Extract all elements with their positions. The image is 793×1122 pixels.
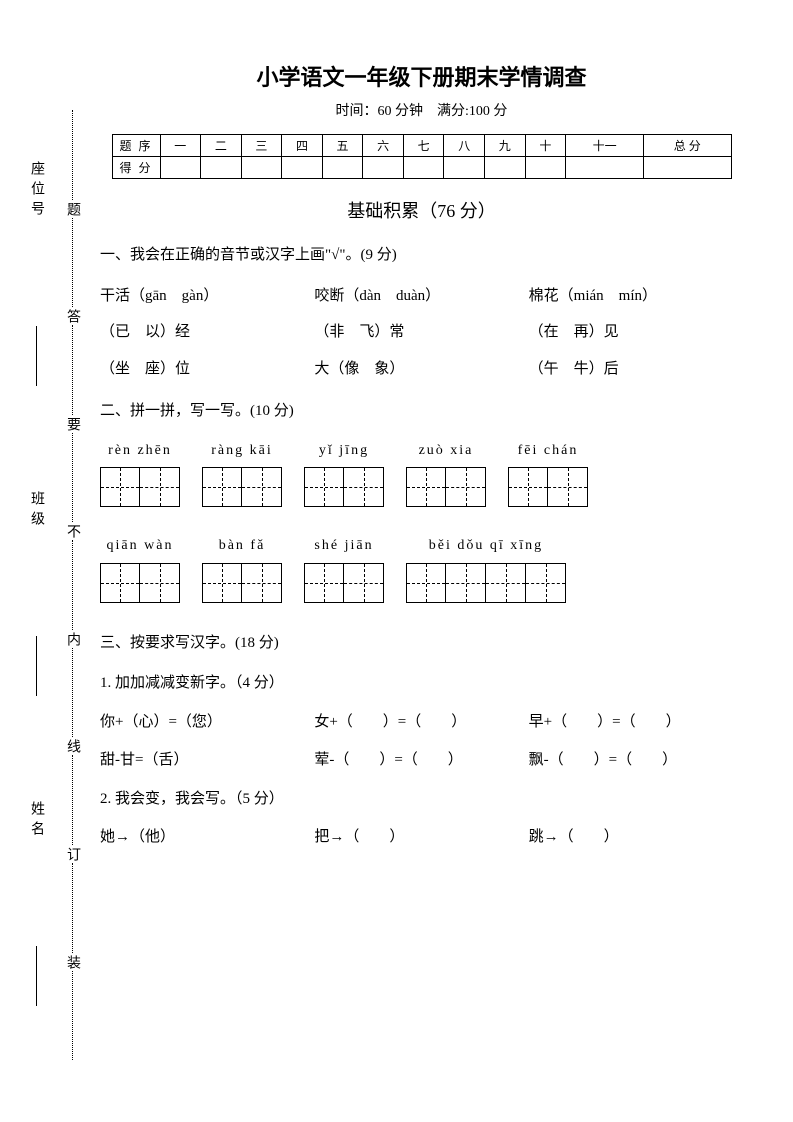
q3-arrow: 跳→（ ） <box>529 823 743 852</box>
margin-label-name: 姓名 <box>26 801 46 841</box>
q1-item: 干活（gān gàn） <box>100 282 314 311</box>
margin-underline <box>36 946 37 1006</box>
dotted-fold-line: 题 答 要 不 内 线 订 装 <box>54 110 90 1060</box>
pinyin-block: yǐ jīng <box>304 438 384 508</box>
pinyin-block: běi dǒu qī xīng <box>406 533 566 603</box>
q1-item: （坐 座）位 <box>100 355 314 384</box>
pinyin-block: bàn fǎ <box>202 533 282 603</box>
q1-item: 大（像 象） <box>314 355 528 384</box>
question-3: 三、按要求写汉字。(18 分) 1. 加加减减变新字。（4 分） 你+（心）=（… <box>100 629 743 852</box>
score-value-row: 得 分 <box>112 157 731 179</box>
pinyin-block: fēi chán <box>508 438 588 508</box>
q1-item: 咬断（dàn duàn） <box>314 282 528 311</box>
q1-item: （午 牛）后 <box>529 355 743 384</box>
score-table: 题 序 一 二 三 四 五 六 七 八 九 十 十一 总 分 得 分 <box>112 134 732 179</box>
q1-item: （在 再）见 <box>529 318 743 347</box>
q3-eq: 早+（ ）=（ ） <box>529 708 743 737</box>
q3-eq: 甜-甘=（舌） <box>100 746 314 775</box>
margin-underline <box>36 636 37 696</box>
q3-arrow: 把→（ ） <box>314 823 528 852</box>
q3-eq: 飘-（ ）=（ ） <box>529 746 743 775</box>
exam-info: 时间：60 分钟 满分:100 分 <box>100 100 743 120</box>
q3-sub2-title: 2. 我会变，我会写。（5 分） <box>100 785 743 814</box>
q3-eq: 你+（心）=（您） <box>100 708 314 737</box>
question-1: 一、我会在正确的音节或汉字上画"√"。(9 分) 干活（gān gàn） 咬断（… <box>100 241 743 383</box>
q2-title: 二、拼一拼，写一写。(10 分) <box>100 397 743 426</box>
margin-info-column: 座位号 班级 姓名 <box>18 110 54 1060</box>
pinyin-block: ràng kāi <box>202 438 282 508</box>
q3-sub1-title: 1. 加加减减变新字。（4 分） <box>100 669 743 698</box>
pinyin-block: rèn zhēn <box>100 438 180 508</box>
question-2: 二、拼一拼，写一写。(10 分) rèn zhēn ràng kāi yǐ jī… <box>100 397 743 603</box>
margin-underline <box>36 326 37 386</box>
section-heading: 基础积累（76 分） <box>100 197 743 223</box>
q2-row2: qiān wàn bàn fǎ shé jiān běi dǒu qī xīng <box>100 533 743 603</box>
q3-eq: 女+（ ）=（ ） <box>314 708 528 737</box>
margin-label-seat: 座位号 <box>26 161 46 221</box>
q1-title: 一、我会在正确的音节或汉字上画"√"。(9 分) <box>100 241 743 270</box>
q2-row1: rèn zhēn ràng kāi yǐ jīng zuò xia fēi ch… <box>100 438 743 508</box>
q3-eq: 荤-（ ）=（ ） <box>314 746 528 775</box>
q3-title: 三、按要求写汉字。(18 分) <box>100 629 743 658</box>
pinyin-block: qiān wàn <box>100 533 180 603</box>
margin-label-class: 班级 <box>26 491 46 531</box>
pinyin-block: zuò xia <box>406 438 486 508</box>
q1-item: （非 飞）常 <box>314 318 528 347</box>
page-title: 小学语文一年级下册期末学情调查 <box>100 60 743 92</box>
q3-arrow: 她→（他） <box>100 823 314 852</box>
score-header-row: 题 序 一 二 三 四 五 六 七 八 九 十 十一 总 分 <box>112 135 731 157</box>
q1-item: （已 以）经 <box>100 318 314 347</box>
pinyin-block: shé jiān <box>304 533 384 603</box>
q1-item: 棉花（mián mín） <box>529 282 743 311</box>
